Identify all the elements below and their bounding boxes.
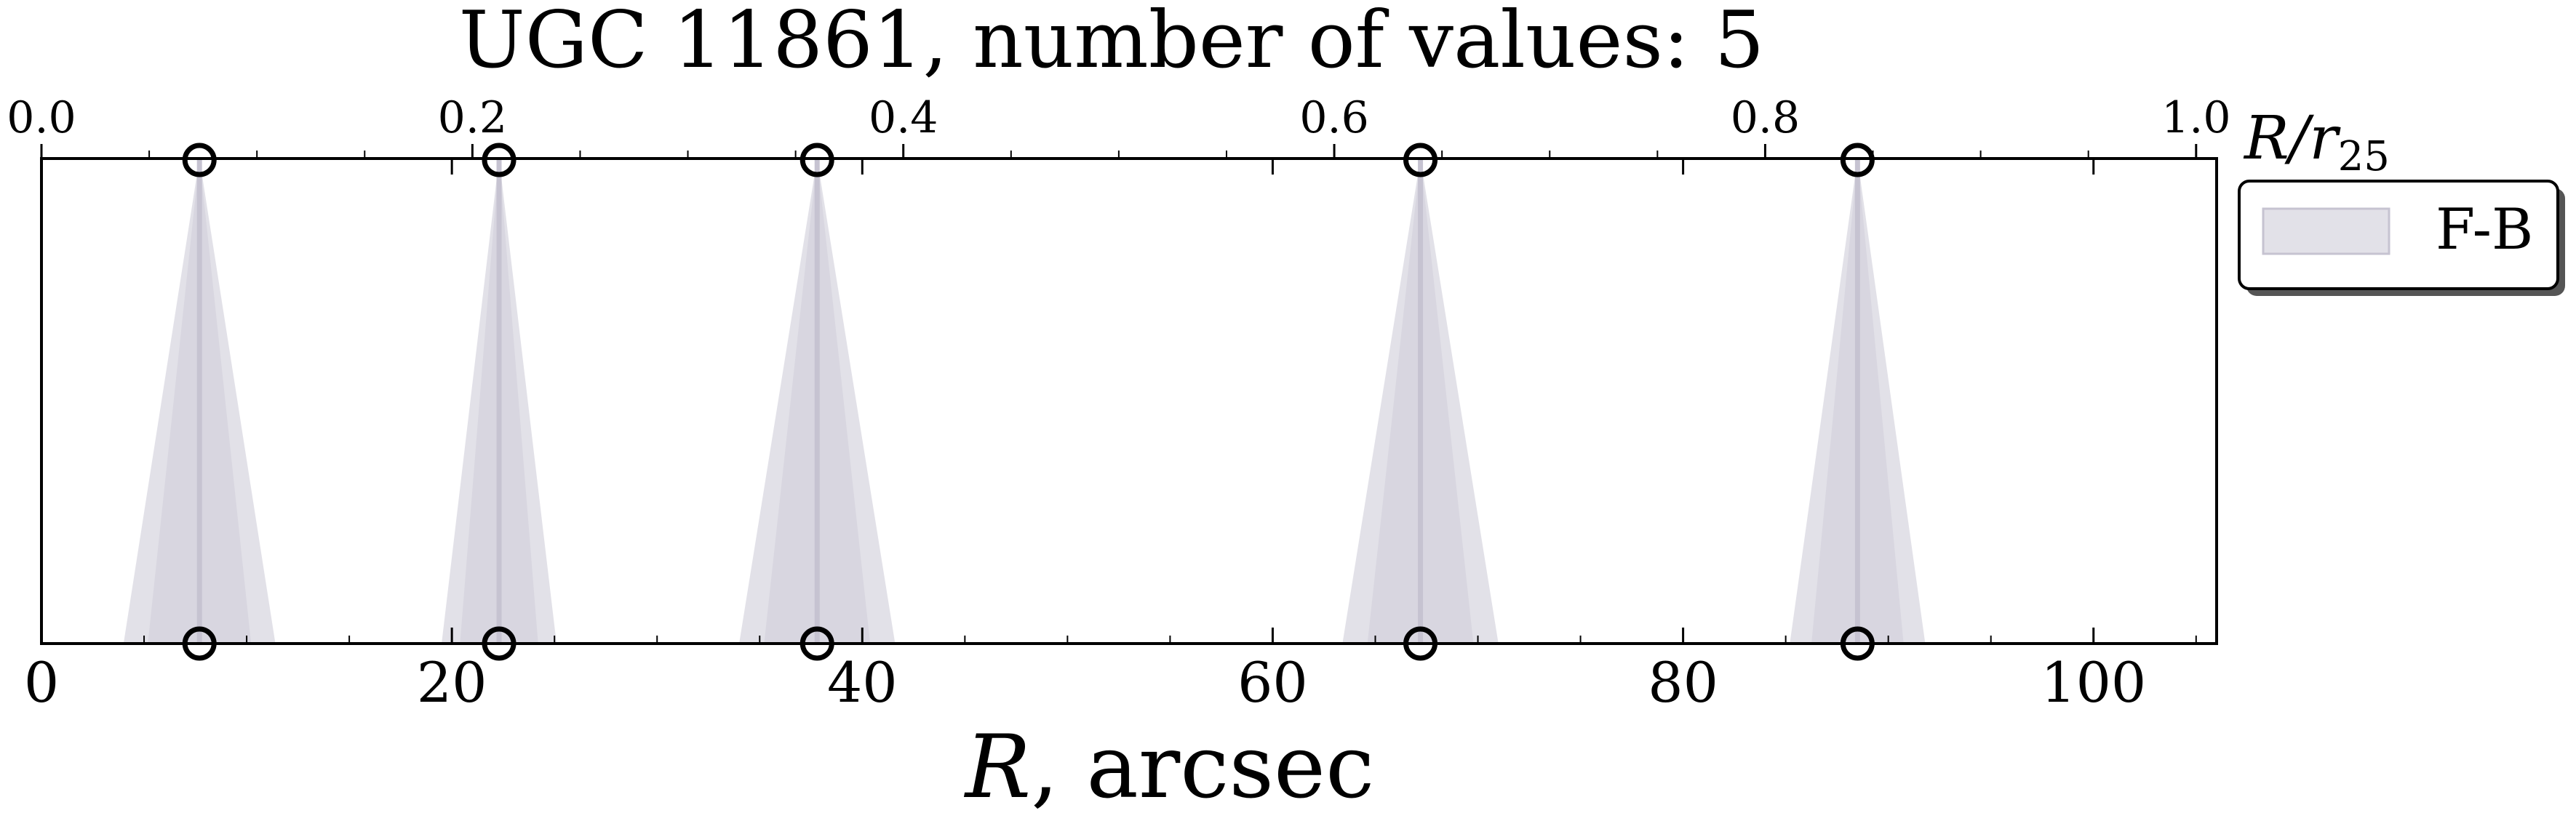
top-tick-label: 0.4 <box>869 92 938 143</box>
top-tick-label: 0.2 <box>438 92 507 143</box>
legend: F-B <box>2238 180 2565 296</box>
legend-swatch-f-b <box>2262 207 2390 255</box>
top-axis-label: R/r25 <box>2243 104 2390 180</box>
x-tick-label: 0 <box>24 650 59 715</box>
x-tick-label: 100 <box>2041 650 2146 715</box>
top-tick-label: 0.8 <box>1731 92 1800 143</box>
x-axis-ticks: 0 20 40 60 80 100 <box>24 159 2197 715</box>
plot-shapes <box>123 143 1926 661</box>
top-tick-label: 1.0 <box>2161 92 2230 143</box>
top-axis-label-main: R/r <box>2243 104 2341 173</box>
x-tick-label: 40 <box>827 650 898 715</box>
x-tick-label: 20 <box>417 650 487 715</box>
top-axis-label-subscript: 25 <box>2338 133 2390 180</box>
top-tick-label: 0.0 <box>7 92 76 143</box>
plot-frame <box>40 157 2218 645</box>
data-point-3 <box>739 143 896 661</box>
data-point-1 <box>123 143 276 661</box>
x-tick-label: 80 <box>1648 650 1718 715</box>
legend-label-f-b: F-B <box>2436 197 2533 263</box>
data-point-4 <box>1342 143 1499 661</box>
x-axis-label-unit: , arcsec <box>1031 717 1374 818</box>
data-point-5 <box>1790 143 1926 661</box>
chart-title: UGC 11861, number of values: 5 <box>459 0 1765 86</box>
x-axis-label: R, arcsec <box>964 717 1375 818</box>
top-axis-ticks: 0.0 0.2 0.4 0.6 0.8 1.0 <box>7 92 2231 159</box>
x-tick-label: 60 <box>1237 650 1308 715</box>
x-axis-label-symbol: R <box>964 717 1031 818</box>
data-point-2 <box>442 143 557 661</box>
top-tick-label: 0.6 <box>1299 92 1368 143</box>
